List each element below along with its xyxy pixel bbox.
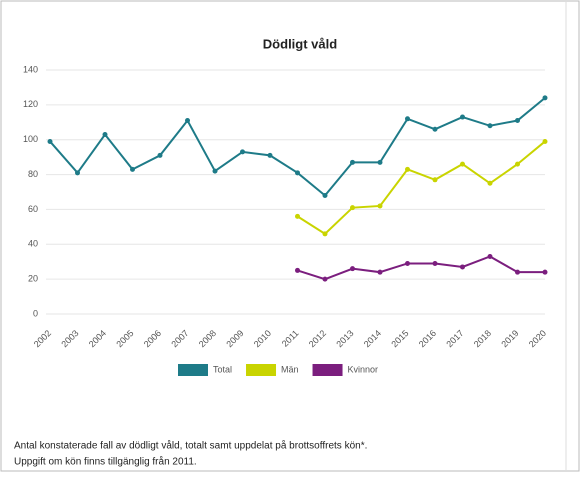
series-line	[297, 255, 545, 281]
series-line	[296, 140, 546, 236]
data-point	[515, 269, 520, 275]
data-point	[295, 170, 300, 176]
data-point	[487, 253, 493, 259]
y-tick-label: 0	[33, 308, 38, 318]
data-point	[75, 170, 80, 176]
data-point	[377, 269, 383, 275]
data-point	[460, 264, 465, 270]
data-point	[240, 149, 245, 155]
legend-label: Kvinnor	[348, 364, 379, 374]
data-point	[47, 138, 53, 144]
data-point	[377, 159, 383, 165]
data-point	[405, 260, 410, 266]
legend-label: Total	[213, 364, 232, 374]
y-tick-label: 40	[28, 239, 38, 249]
data-point	[515, 161, 520, 167]
caption: Antal konstaterade fall av dödligt våld,…	[14, 440, 367, 452]
data-point	[405, 116, 410, 122]
data-point	[322, 276, 328, 282]
data-point	[350, 159, 355, 165]
data-point	[185, 118, 190, 124]
data-point	[267, 152, 273, 158]
y-tick-label: 20	[28, 274, 38, 284]
data-point	[460, 114, 465, 120]
data-point	[157, 152, 163, 158]
data-point	[432, 126, 438, 132]
legend-label: Män	[281, 364, 299, 374]
data-point	[322, 192, 328, 198]
data-point	[515, 118, 520, 124]
data-point	[542, 269, 548, 275]
data-point	[432, 177, 438, 183]
data-point	[102, 131, 108, 137]
y-tick-label: 140	[23, 64, 38, 74]
data-point	[487, 123, 493, 129]
data-point	[377, 203, 383, 209]
caption: Uppgift om kön finns tillgänglig från 20…	[14, 456, 197, 468]
y-tick-label: 60	[28, 204, 38, 214]
legend-swatch	[312, 364, 343, 376]
data-point	[460, 161, 465, 167]
chart-title: Dödligt våld	[263, 36, 337, 51]
data-point	[405, 166, 410, 172]
y-tick-label: 80	[28, 169, 38, 179]
data-point	[295, 267, 300, 273]
y-tick-label: 120	[23, 99, 38, 109]
data-point	[487, 180, 493, 186]
data-point	[542, 138, 548, 144]
legend-swatch	[178, 364, 208, 376]
y-tick-label: 100	[23, 134, 38, 144]
data-point	[212, 168, 218, 174]
data-point	[295, 213, 300, 219]
data-point	[350, 266, 355, 272]
data-point	[432, 260, 438, 266]
legend-swatch	[246, 364, 277, 376]
data-point	[322, 231, 328, 237]
data-point	[350, 205, 355, 211]
data-point	[542, 95, 548, 101]
data-point	[130, 166, 135, 172]
